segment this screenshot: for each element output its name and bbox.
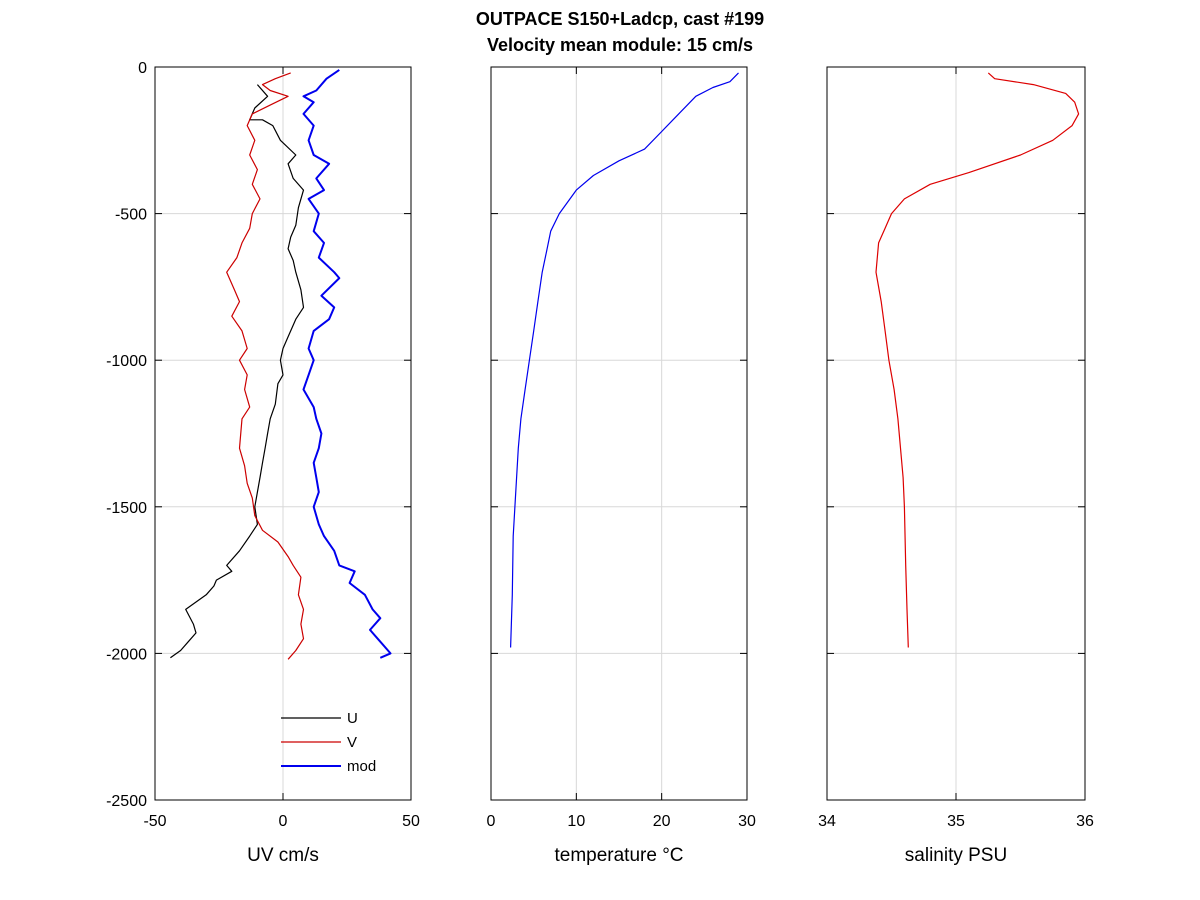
uv-xtick-label: -50 (143, 813, 166, 830)
uv-xtick-label: 0 (279, 813, 288, 830)
uv-ytick-label: -1000 (106, 353, 147, 370)
salinity-xtick-label: 34 (818, 813, 836, 830)
legend-label-mod: mod (347, 758, 376, 775)
salinity-panel: 34 35 36 salinity PSU (818, 66, 1094, 866)
uv-series-mod-line (302, 69, 392, 659)
uv-series-u-line (170, 84, 305, 659)
salinity-xlabel: salinity PSU (905, 845, 1007, 866)
salinity-series-profile-line (875, 72, 1080, 648)
figure-title-line1: OUTPACE S150+Ladcp, cast #199 (476, 9, 764, 29)
legend-label-v: V (347, 734, 357, 751)
salinity-xtick-label: 35 (947, 813, 965, 830)
figure-title-line2: Velocity mean module: 15 cm/s (487, 35, 753, 55)
temperature-xtick-label: 0 (487, 813, 496, 830)
uv-ytick-label: -1500 (106, 500, 147, 517)
temperature-axes-box (490, 66, 748, 801)
legend-label-u: U (347, 710, 358, 727)
temperature-xtick-label: 30 (738, 813, 756, 830)
uv-ytick-label: -2000 (106, 646, 147, 663)
temperature-series-profile-line (510, 72, 739, 648)
uv-xtick-label: 50 (402, 813, 420, 830)
temperature-xtick-label: 10 (567, 813, 585, 830)
uv-ytick-label: 0 (138, 60, 147, 77)
uv-xlabel: UV cm/s (247, 845, 319, 866)
temperature-xlabel: temperature °C (554, 845, 683, 866)
uv-ytick-label: -2500 (106, 793, 147, 810)
temperature-panel: 0 10 20 30 temperature °C (487, 66, 756, 866)
uv-ytick-label: -500 (115, 207, 147, 224)
uv-series-v-line (226, 72, 305, 660)
temperature-xtick-label: 20 (653, 813, 671, 830)
salinity-xtick-label: 36 (1076, 813, 1094, 830)
